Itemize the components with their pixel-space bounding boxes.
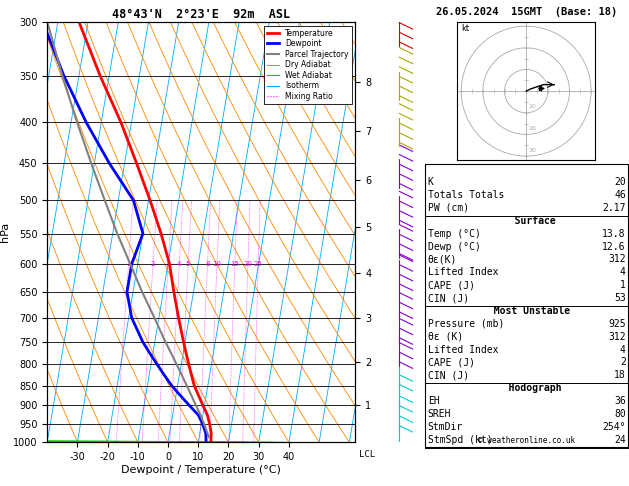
Text: 30: 30 <box>528 148 536 153</box>
Text: 24: 24 <box>614 435 626 445</box>
Text: 25: 25 <box>254 261 263 267</box>
Text: 5: 5 <box>186 261 191 267</box>
Text: CAPE (J): CAPE (J) <box>428 358 475 367</box>
Text: StmSpd (kt): StmSpd (kt) <box>428 435 493 445</box>
Text: K: K <box>428 177 433 187</box>
Text: 46: 46 <box>614 190 626 200</box>
X-axis label: Dewpoint / Temperature (°C): Dewpoint / Temperature (°C) <box>121 465 281 475</box>
Text: Temp (°C): Temp (°C) <box>428 228 481 239</box>
Text: θε (K): θε (K) <box>428 332 463 342</box>
Text: 20: 20 <box>243 261 252 267</box>
Text: PW (cm): PW (cm) <box>428 203 469 213</box>
Legend: Temperature, Dewpoint, Parcel Trajectory, Dry Adiabat, Wet Adiabat, Isotherm, Mi: Temperature, Dewpoint, Parcel Trajectory… <box>264 26 352 104</box>
Text: 2.17: 2.17 <box>603 203 626 213</box>
Text: 12.6: 12.6 <box>603 242 626 252</box>
Text: 2: 2 <box>620 358 626 367</box>
Text: CIN (J): CIN (J) <box>428 293 469 303</box>
Text: CAPE (J): CAPE (J) <box>428 280 475 290</box>
Text: 2: 2 <box>151 261 155 267</box>
Text: Dewp (°C): Dewp (°C) <box>428 242 481 252</box>
Text: Lifted Index: Lifted Index <box>428 345 498 355</box>
Text: 80: 80 <box>614 409 626 419</box>
Text: 8: 8 <box>205 261 209 267</box>
Text: © weatheronline.co.uk: © weatheronline.co.uk <box>477 436 575 445</box>
Text: 20: 20 <box>614 177 626 187</box>
Y-axis label: hPa: hPa <box>0 222 10 242</box>
Text: Most Unstable: Most Unstable <box>482 306 571 316</box>
Text: 53: 53 <box>614 293 626 303</box>
Text: kt: kt <box>461 23 469 33</box>
Text: 13.8: 13.8 <box>603 228 626 239</box>
Text: 4: 4 <box>620 267 626 278</box>
Text: EH: EH <box>428 396 440 406</box>
Text: 18: 18 <box>614 370 626 381</box>
Text: 1: 1 <box>620 280 626 290</box>
Text: 20: 20 <box>528 126 536 131</box>
Text: 4: 4 <box>620 345 626 355</box>
Text: 10: 10 <box>528 104 536 109</box>
Text: 15: 15 <box>230 261 239 267</box>
Text: Pressure (mb): Pressure (mb) <box>428 319 504 329</box>
Text: 925: 925 <box>608 319 626 329</box>
Title: 48°43'N  2°23'E  92m  ASL: 48°43'N 2°23'E 92m ASL <box>112 8 291 21</box>
Text: 26.05.2024  15GMT  (Base: 18): 26.05.2024 15GMT (Base: 18) <box>435 7 617 17</box>
Text: θε(K): θε(K) <box>428 254 457 264</box>
Y-axis label: km
ASL: km ASL <box>387 221 406 243</box>
Text: LCL: LCL <box>359 450 375 459</box>
Text: Surface: Surface <box>497 216 555 226</box>
Text: 312: 312 <box>608 254 626 264</box>
Text: 36: 36 <box>614 396 626 406</box>
Text: 312: 312 <box>608 332 626 342</box>
Text: 1: 1 <box>126 261 131 267</box>
Text: SREH: SREH <box>428 409 451 419</box>
Text: Totals Totals: Totals Totals <box>428 190 504 200</box>
Text: Lifted Index: Lifted Index <box>428 267 498 278</box>
Text: CIN (J): CIN (J) <box>428 370 469 381</box>
Text: 10: 10 <box>213 261 221 267</box>
Text: 4: 4 <box>177 261 182 267</box>
Text: StmDir: StmDir <box>428 422 463 432</box>
Text: 3: 3 <box>166 261 170 267</box>
Text: 254°: 254° <box>603 422 626 432</box>
Text: Hodograph: Hodograph <box>491 383 562 393</box>
